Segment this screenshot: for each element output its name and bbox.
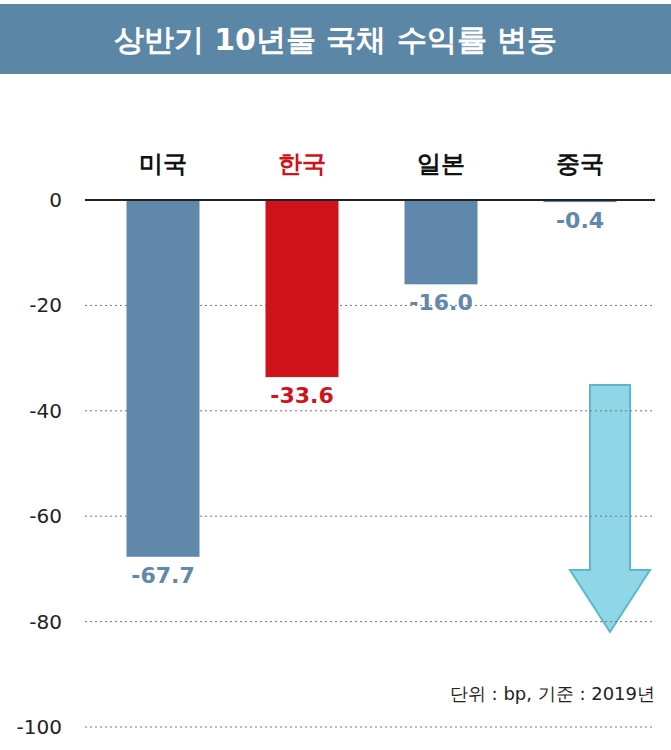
y-tick-label: -80 [29,610,62,634]
decor-arrow [570,385,650,632]
y-tick-label: -60 [29,504,62,528]
category-label: 일본 [417,150,465,178]
y-tick-label: -40 [29,399,62,423]
data-label: -0.4 [556,208,604,233]
title-banner [0,4,671,74]
y-tick-label: 0 [49,188,62,212]
category-label: 중국 [556,150,604,178]
bar [266,200,339,377]
y-tick-label: -100 [17,715,62,739]
bar [405,200,478,284]
category-label: 미국 [139,150,187,178]
grid-line [85,621,655,622]
data-label: -67.7 [131,563,194,588]
y-tick-label: -20 [29,293,62,317]
chart: 상반기 10년물 국채 수익률 변동 0 -20 -40 -60 -80 -100 미국 한국 일… [0,0,671,750]
bars [127,200,617,557]
grid-line [85,727,655,728]
zero-line [85,199,655,201]
data-label: -16.0 [409,290,472,315]
category-label: 한국 [278,150,326,178]
title: 상반기 10년물 국채 수익률 변동 [114,22,558,57]
data-label: -33.6 [270,383,333,408]
annotation: 단위 : bp, 기준 : 2019년 [450,683,655,704]
bar [127,200,200,557]
